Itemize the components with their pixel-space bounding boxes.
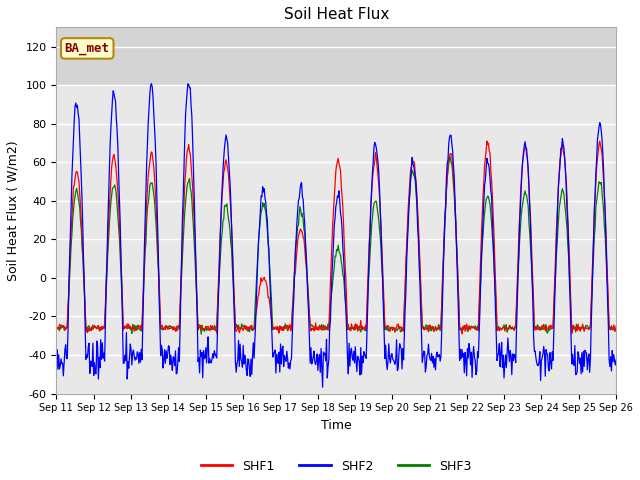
SHF1: [177, 279, 185, 285]
Legend: SHF1, SHF2, SHF3: SHF1, SHF2, SHF3: [196, 455, 477, 478]
SHF3: [63, 325, 70, 331]
SHF2: [120, 360, 128, 366]
SHF1: [207, 323, 214, 328]
SHF1: [63, 325, 70, 331]
SHF2: [147, 81, 155, 86]
SHF3: [52, 324, 60, 330]
SHF3: [422, 324, 429, 329]
SHF2: [612, 357, 620, 363]
Line: SHF3: SHF3: [56, 157, 616, 334]
Text: BA_met: BA_met: [65, 42, 109, 55]
SHF2: [422, 364, 430, 370]
Line: SHF1: SHF1: [56, 141, 616, 334]
SHF3: [447, 154, 454, 160]
Title: Soil Heat Flux: Soil Heat Flux: [284, 7, 389, 22]
SHF2: [406, 191, 413, 196]
SHF1: [420, 325, 428, 331]
SHF2: [319, 384, 326, 390]
X-axis label: Time: Time: [321, 419, 351, 432]
SHF1: [120, 324, 128, 329]
SHF3: [405, 198, 413, 204]
SHF2: [178, 251, 186, 257]
SHF3: [612, 326, 620, 332]
Bar: [56, 27, 616, 85]
SHF1: [52, 325, 60, 331]
SHF2: [52, 358, 60, 364]
SHF3: [120, 324, 128, 329]
SHF3: [207, 327, 215, 333]
SHF1: [458, 331, 466, 336]
SHF1: [612, 324, 620, 329]
Line: SHF2: SHF2: [56, 84, 616, 387]
SHF1: [404, 204, 412, 210]
SHF1: [483, 138, 491, 144]
SHF2: [63, 356, 70, 361]
SHF2: [207, 360, 215, 366]
SHF3: [197, 331, 205, 337]
Y-axis label: Soil Heat Flux ( W/m2): Soil Heat Flux ( W/m2): [7, 140, 20, 281]
SHF3: [177, 284, 185, 289]
